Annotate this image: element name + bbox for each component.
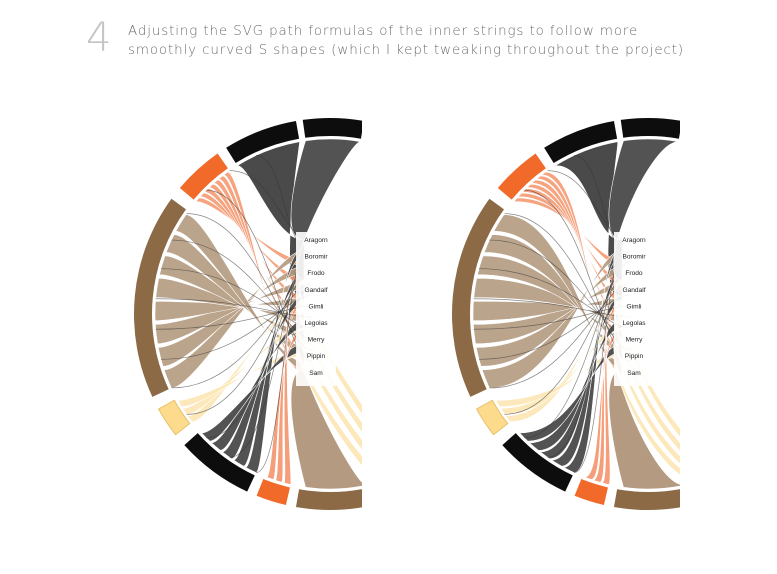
character-label: Frodo — [625, 270, 643, 277]
ribbon-black-top — [554, 141, 623, 301]
arc-brown-bottom — [613, 489, 680, 510]
ribbon-brown-4 — [473, 277, 623, 323]
ribbon-brown-7 — [493, 214, 623, 371]
ribbon-black-bottom-1 — [232, 271, 305, 467]
caption-line-2: smoothly curved S shapes (which I kept t… — [128, 43, 684, 58]
ribbon-black-bottom-4 — [200, 343, 305, 442]
arc-black-top — [544, 120, 618, 164]
arc-yellow-left — [157, 399, 191, 436]
character-label: Pippin — [307, 353, 326, 360]
arc-brown-left — [452, 198, 504, 397]
character-label: Boromir — [622, 254, 646, 261]
character-label: Sam — [309, 370, 323, 377]
character-label: Gandalf — [622, 287, 645, 294]
character-label: Pippin — [625, 353, 644, 360]
character-label: Legolas — [622, 320, 646, 327]
arc-black-top-right — [620, 118, 680, 139]
arc-orange-bottom — [256, 479, 290, 505]
character-label: Gimli — [308, 303, 324, 310]
character-label: Gimli — [626, 303, 642, 310]
ribbon-yellow-2 — [177, 349, 305, 408]
character-label: Aragorn — [304, 237, 328, 244]
ribbon-brown-7 — [175, 214, 305, 371]
arc-yellow-bottom-right — [694, 468, 746, 503]
arc-black-bottom — [184, 433, 255, 492]
arc-yellow-left — [475, 399, 509, 436]
arc-black-top — [226, 120, 300, 164]
ribbon-black-right — [608, 138, 679, 281]
character-label: Merry — [308, 337, 326, 344]
character-label: Boromir — [304, 254, 328, 261]
arc-orange-top — [179, 153, 228, 200]
name-panel — [296, 232, 336, 386]
character-label: Sam — [627, 370, 641, 377]
arc-brown-bottom — [295, 489, 362, 510]
character-label: Merry — [626, 337, 644, 344]
character-label: Gandalf — [304, 287, 327, 294]
ribbon-black-bottom-3 — [528, 319, 623, 451]
arc-orange-bottom — [574, 479, 608, 505]
arc-brown-left — [134, 198, 186, 397]
caption-line-1: Adjusting the SVG path formulas of the i… — [128, 24, 639, 39]
name-panel — [614, 232, 654, 386]
arc-black-bottom — [502, 433, 573, 492]
character-label: Aragorn — [622, 237, 646, 244]
step-number: 4 — [86, 15, 112, 61]
character-label: Legolas — [304, 320, 328, 327]
ribbon-orange-6 — [222, 171, 305, 375]
arc-orange-top — [497, 153, 546, 200]
character-label: Frodo — [307, 270, 325, 277]
ribbon-brown-1 — [157, 265, 305, 367]
arc-black-top-right — [302, 118, 362, 139]
